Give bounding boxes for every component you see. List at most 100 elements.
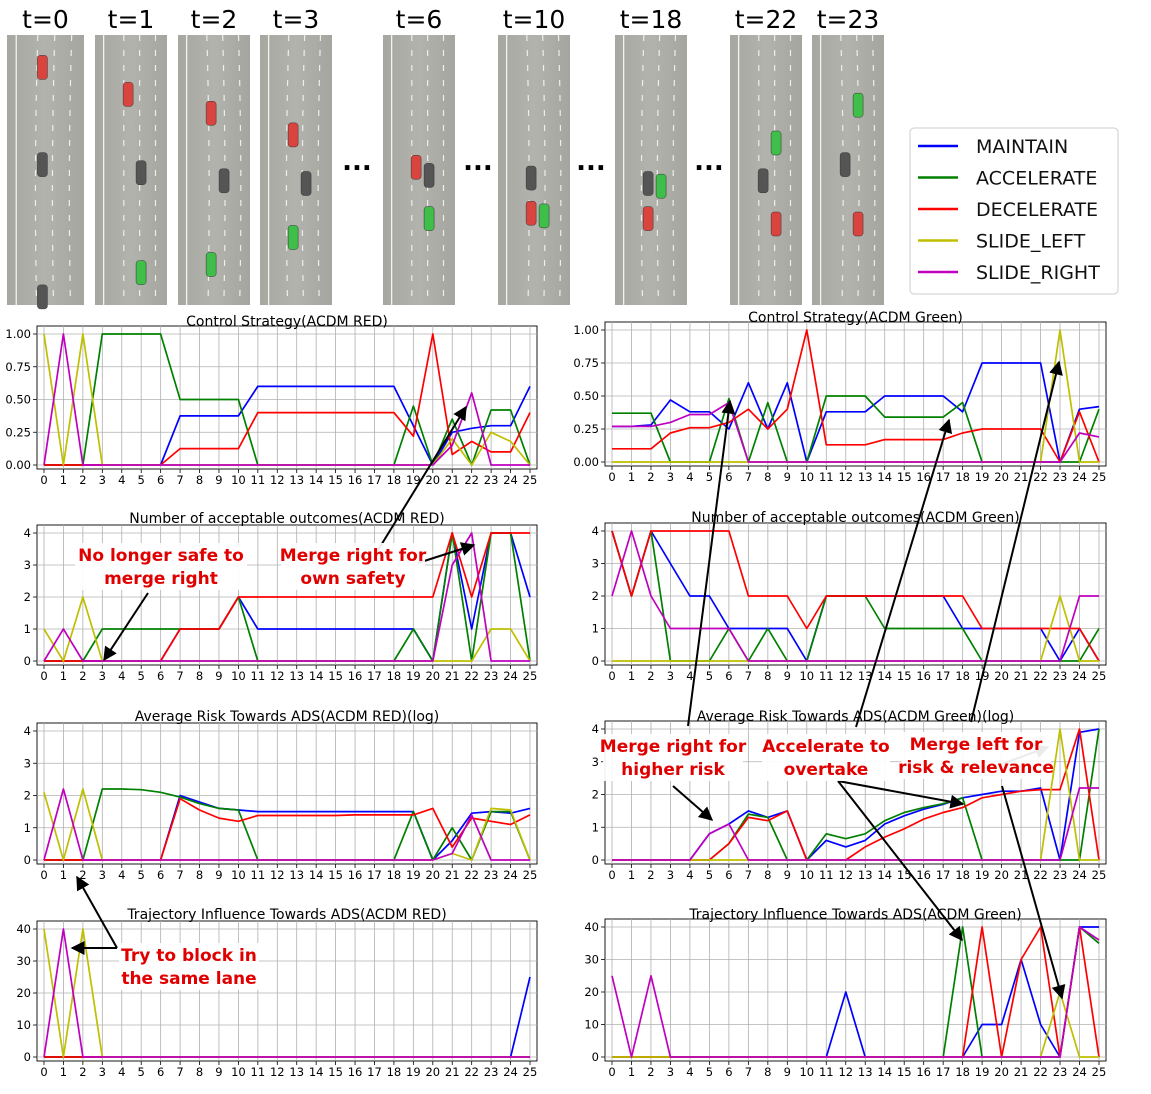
x-tick-label: 11 — [251, 473, 266, 487]
y-tick-label: 0.00 — [5, 458, 31, 472]
x-tick-label: 16 — [916, 1065, 931, 1079]
frame-time-label: t=18 — [620, 5, 683, 34]
annotation-arrow — [1001, 785, 1066, 1000]
x-tick-label: 4 — [686, 470, 693, 484]
x-tick-label: 0 — [608, 470, 615, 484]
chart-title: Average Risk Towards ADS(ACDM RED)(log) — [135, 709, 440, 725]
x-tick-label: 24 — [503, 669, 518, 683]
x-tick-label: 4 — [686, 868, 693, 882]
x-tick-label: 25 — [523, 1065, 538, 1079]
plot-area — [36, 325, 538, 470]
x-tick-label: 1 — [60, 1065, 67, 1079]
chart-title: Number of acceptable outcomes(ACDM RED) — [129, 511, 444, 527]
x-tick-label: 18 — [955, 470, 970, 484]
x-tick-label: 23 — [1053, 1065, 1068, 1079]
y-tick-label: 30 — [16, 954, 31, 968]
annotation-text: the same lane — [121, 969, 256, 989]
x-tick-label: 1 — [60, 669, 67, 683]
annotation-text: own safety — [300, 569, 405, 589]
x-tick-label: 3 — [99, 473, 106, 487]
x-tick-label: 16 — [348, 473, 363, 487]
frame-8: t=23 — [812, 5, 884, 306]
x-tick-label: 21 — [445, 1065, 460, 1079]
x-tick-label: 10 — [799, 470, 814, 484]
legend-label: SLIDE_RIGHT — [976, 262, 1100, 284]
x-tick-label: 23 — [1053, 868, 1068, 882]
x-tick-label: 3 — [99, 669, 106, 683]
x-tick-label: 25 — [1092, 868, 1107, 882]
x-tick-label: 6 — [725, 669, 732, 683]
legend-label: DECELERATE — [976, 199, 1098, 221]
x-tick-label: 21 — [445, 669, 460, 683]
x-tick-label: 14 — [877, 669, 892, 683]
x-tick-label: 21 — [1014, 470, 1029, 484]
lane-marking — [285, 34, 290, 306]
car-red — [770, 211, 782, 237]
series-line-slide-right — [43, 333, 530, 466]
y-tick-label: 2 — [592, 589, 599, 603]
x-tick-label: 16 — [916, 470, 931, 484]
plot-area — [36, 722, 538, 865]
x-tick-label: 20 — [994, 669, 1009, 683]
series-line-slide-right — [611, 926, 1100, 1058]
car-green — [423, 206, 435, 231]
x-tick-label: 12 — [838, 868, 853, 882]
x-tick-label: 2 — [647, 669, 654, 683]
x-tick-label: 8 — [196, 1065, 203, 1079]
x-tick-label: 3 — [99, 868, 106, 882]
y-tick-label: 4 — [24, 724, 31, 738]
y-tick-label: 10 — [584, 1018, 599, 1032]
x-tick-label: 13 — [858, 1065, 873, 1079]
x-tick-label: 17 — [936, 868, 951, 882]
chart-1: 0 1 2 3 4 5 6 7 8 9 10 11 12 13 14 15 16 17 18 19 20 21 22 23 24… — [24, 511, 538, 683]
x-tick-label: 9 — [784, 470, 791, 484]
x-tick-label: 6 — [157, 669, 164, 683]
x-tick-label: 7 — [745, 1065, 752, 1079]
x-tick-label: 16 — [916, 669, 931, 683]
y-tick-label: 0.25 — [573, 422, 599, 436]
x-tick-label: 0 — [608, 1065, 615, 1079]
series-line-slide-right — [43, 928, 530, 1058]
y-tick-label: 3 — [592, 755, 599, 769]
x-tick-label: 25 — [523, 473, 538, 487]
x-tick-label: 23 — [484, 1065, 499, 1079]
x-tick-label: 19 — [406, 669, 421, 683]
frame-4: t=6 — [383, 5, 455, 305]
legend-label: MAINTAIN — [976, 136, 1068, 158]
frame-0: t=0 — [7, 5, 84, 310]
annotation-arrow — [417, 542, 476, 564]
x-tick-label: 4 — [118, 868, 125, 882]
chart-title: Trajectory Influence Towards ADS(ACDM RE… — [126, 907, 446, 923]
plot-area — [604, 321, 1107, 467]
x-tick-label: 24 — [503, 473, 518, 487]
y-tick-label: 0.50 — [573, 389, 599, 403]
lane-marking — [672, 34, 677, 306]
annotation-try-to-block: Try to block in the same lane — [119, 943, 259, 990]
x-tick-label: 20 — [425, 473, 440, 487]
x-tick-label: 6 — [725, 1065, 732, 1079]
chart-2: 0 1 2 3 4 5 6 7 8 9 10 11 12 13 14 15 16 17 18 19 20 21 22 23 24… — [24, 709, 538, 882]
x-tick-label: 3 — [667, 669, 674, 683]
plot-area — [604, 522, 1107, 666]
x-tick-label: 20 — [994, 868, 1009, 882]
x-tick-label: 20 — [994, 470, 1009, 484]
car-green — [287, 225, 299, 250]
x-tick-label: 15 — [897, 1065, 912, 1079]
x-tick-label: 7 — [745, 868, 752, 882]
annotation-text: higher risk — [621, 760, 725, 780]
y-tick-label: 20 — [16, 986, 31, 1000]
frame-2: t=2 — [178, 5, 250, 306]
chart-title: Control Strategy(ACDM RED) — [186, 314, 388, 330]
frame-time-label: t=0 — [22, 5, 69, 34]
x-tick-label: 9 — [215, 669, 222, 683]
annotation-text: risk & relevance — [898, 758, 1054, 778]
series-line-slide-right — [611, 530, 1099, 662]
y-tick-label: 0 — [24, 853, 31, 867]
x-tick-label: 0 — [608, 868, 615, 882]
car-gray — [300, 171, 312, 196]
series-line-maintain — [612, 362, 1100, 463]
x-tick-label: 1 — [628, 868, 635, 882]
lane-marking — [871, 34, 876, 306]
x-tick-label: 12 — [270, 1065, 285, 1079]
x-tick-label: 4 — [118, 669, 125, 683]
